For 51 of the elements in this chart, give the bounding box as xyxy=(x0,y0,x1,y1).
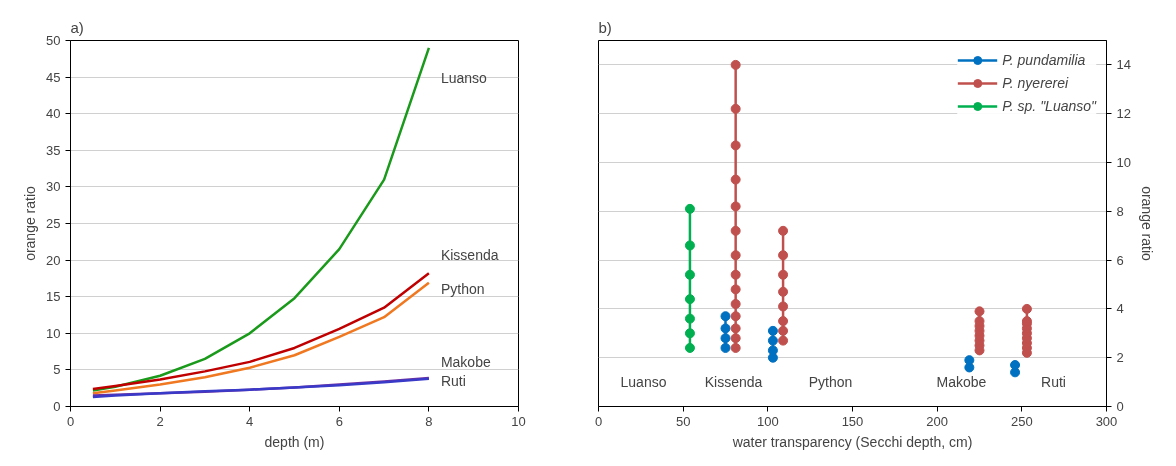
y-tick-label: 45 xyxy=(46,69,61,85)
y2-tick-label: 6 xyxy=(1116,252,1124,268)
y2-axis-title: orange ratio xyxy=(1138,186,1155,262)
x-tick-label: 300 xyxy=(1095,413,1118,429)
legend-label: P. pundamilia xyxy=(1002,52,1086,68)
legend-label: P. sp. "Luanso" xyxy=(1002,98,1096,114)
x-axis-title: water transparency (Secchi depth, cm) xyxy=(731,433,973,450)
x-tick-label: 10 xyxy=(511,413,526,429)
y-tick-label: 50 xyxy=(46,33,61,48)
y-tick-label: 25 xyxy=(46,216,61,231)
legend-label: P. nyererei xyxy=(1002,75,1069,91)
x-tick-label: 0 xyxy=(594,413,603,429)
y-tick-label: 40 xyxy=(46,106,61,122)
x-tick-label: 150 xyxy=(841,413,864,429)
x-tick-label: 6 xyxy=(335,413,343,429)
x-tick-label: 100 xyxy=(756,413,779,429)
chart-title: a) xyxy=(70,18,84,36)
x-tick-label: 50 xyxy=(675,413,691,429)
y-tick-label: 30 xyxy=(46,179,61,195)
y-tick-label: 20 xyxy=(46,252,61,268)
x-tick-label: 8 xyxy=(425,413,433,429)
series-label: Python xyxy=(440,280,485,297)
series-label: Ruti xyxy=(440,372,466,389)
y-tick-label: 15 xyxy=(46,289,61,305)
chart-title: b) xyxy=(598,18,612,36)
series-label: Makobe xyxy=(440,353,491,370)
y-tick-label: 10 xyxy=(46,325,61,341)
y2-tick-label: 12 xyxy=(1116,106,1131,122)
y2-tick-label: 4 xyxy=(1116,301,1124,317)
x-tick-label: 0 xyxy=(66,413,75,429)
annotation: Kissenda xyxy=(704,373,763,390)
series-label: Luanso xyxy=(440,69,488,86)
y-tick-label: 5 xyxy=(53,362,61,378)
y-axis-title: orange ratio xyxy=(22,185,39,261)
annotation: Luanso xyxy=(620,373,667,390)
x-tick-label: 200 xyxy=(926,413,949,429)
y2-tick-label: 0 xyxy=(1116,399,1124,414)
series-label: Kissenda xyxy=(440,247,499,264)
x-tick-label: 2 xyxy=(156,413,164,429)
y2-tick-label: 14 xyxy=(1116,57,1131,73)
y-tick-label: 0 xyxy=(53,399,61,414)
annotation: Ruti xyxy=(1041,373,1066,390)
y2-tick-label: 10 xyxy=(1116,155,1131,170)
x-axis-title: depth (m) xyxy=(264,433,325,450)
annotation: Makobe xyxy=(936,373,987,390)
y-tick-label: 35 xyxy=(46,142,61,158)
x-tick-label: 250 xyxy=(1010,413,1033,429)
y2-tick-label: 8 xyxy=(1116,203,1124,219)
x-tick-label: 4 xyxy=(246,413,254,429)
y2-tick-label: 2 xyxy=(1116,350,1124,366)
annotation: Python xyxy=(808,373,853,390)
